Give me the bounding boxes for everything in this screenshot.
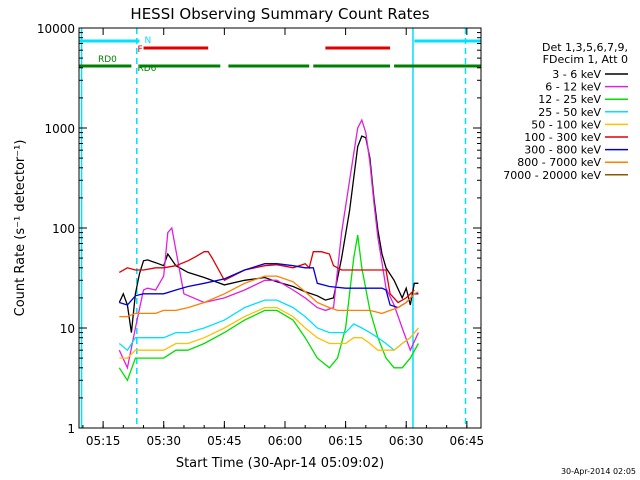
x-axis-label: Start Time (30-Apr-14 05:09:02) <box>176 456 384 471</box>
state-label-f: F <box>137 45 142 55</box>
state-label-rd6: RD6 <box>137 64 156 74</box>
series-line-300-800-kev <box>119 263 419 309</box>
y-tick-label-10: 10 <box>60 322 75 336</box>
series-line-25-50-kev <box>118 299 419 352</box>
state-label-rd0: RD0 <box>98 55 117 65</box>
y-tick-label-1000: 1000 <box>44 122 75 136</box>
series-line-800-7000-kev <box>119 275 419 318</box>
x-tick-label-06-30: 06:30 <box>389 434 424 448</box>
plot-frame <box>78 27 482 429</box>
footer-timestamp: 30-Apr-2014 02:05 <box>561 467 636 476</box>
legend-label-300-800-kev: 300 - 800 keV <box>524 144 601 157</box>
series-line-12-25-kev <box>118 234 419 382</box>
x-tick-label-05-30: 05:30 <box>146 434 181 448</box>
legend-label-7000-20000-kev: 7000 - 20000 keV <box>503 169 601 182</box>
legend-header-line-2: FDecim 1, Att 0 <box>543 53 628 66</box>
legend-label-25-50-kev: 25 - 50 keV <box>538 106 601 119</box>
legend-label-6-12-kev: 6 - 12 keV <box>545 81 601 94</box>
x-tick-label-06-15: 06:15 <box>328 434 363 448</box>
x-tick-label-06-45: 06:45 <box>450 434 485 448</box>
legend-label-12-25-kev: 12 - 25 keV <box>538 93 601 106</box>
chart-title: HESSI Observing Summary Count Rates <box>130 5 429 23</box>
series-line-50-100-kev <box>119 306 419 359</box>
legend-label-100-300-kev: 100 - 300 keV <box>524 131 601 144</box>
y-tick-label-1: 1 <box>67 422 75 436</box>
series-line-6-12-kev <box>118 118 419 370</box>
x-tick-label-06-00: 06:00 <box>268 434 303 448</box>
x-tick-label-05-15: 05:15 <box>86 434 121 448</box>
legend-header-line-1: Det 1,3,5,6,7,9, <box>542 41 628 54</box>
legend-label-3-6-kev: 3 - 6 keV <box>552 68 601 81</box>
y-axis-label: Count Rate (s⁻¹ detector⁻¹) <box>13 140 28 317</box>
x-tick-label-05-45: 05:45 <box>207 434 242 448</box>
legend-label-50-100-kev: 50 - 100 keV <box>531 118 601 131</box>
legend-label-800-7000-kev: 800 - 7000 keV <box>517 156 601 169</box>
series-line-3-6-kev <box>118 135 419 333</box>
series-line-100-300-kev <box>118 251 415 304</box>
y-tick-label-10000: 10000 <box>37 22 75 36</box>
y-tick-label-100: 100 <box>52 222 75 236</box>
state-label-n: N <box>144 36 151 46</box>
